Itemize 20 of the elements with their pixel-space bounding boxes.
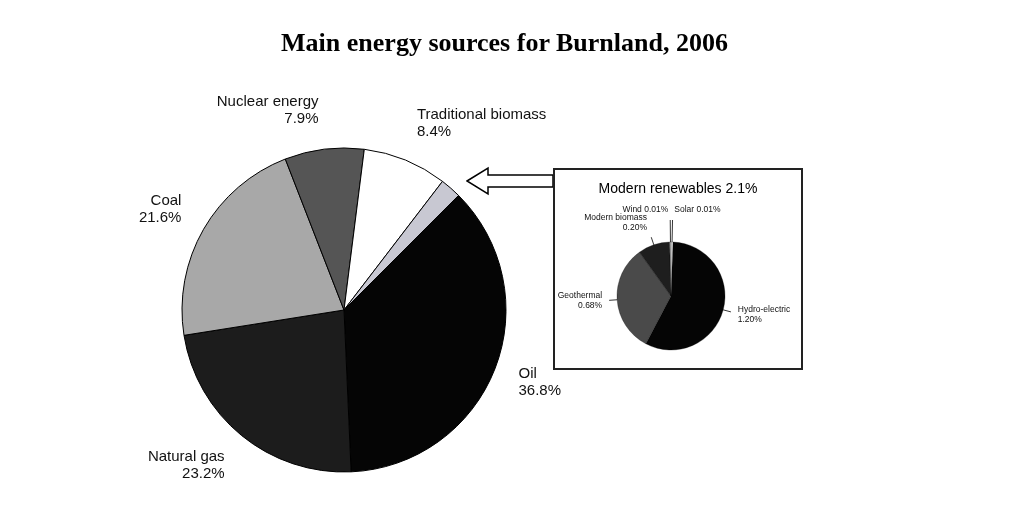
- slice-label: Traditional biomass: [416, 105, 547, 123]
- slice-label: Natural gas: [147, 446, 225, 464]
- slice-label: Geothermal: [557, 289, 603, 300]
- chart-title: Main energy sources for Burnland, 2006: [280, 28, 729, 58]
- slice-label: Nuclear energy: [216, 91, 320, 109]
- data-label: 23.2%: [182, 463, 225, 481]
- data-label: 8.4%: [416, 122, 452, 140]
- data-label: 0.68%: [578, 300, 603, 311]
- slice-label: Oil: [518, 363, 537, 381]
- slice-label: Coal: [150, 190, 182, 208]
- data-label: 7.9%: [284, 108, 319, 126]
- slice-label: Solar 0.01%: [674, 204, 722, 214]
- slice-label: Modern biomass: [584, 211, 647, 222]
- data-label: 1.20%: [737, 314, 763, 325]
- slice-label: Hydro-electric: [737, 303, 791, 314]
- slice-label: Wind 0.01%: [622, 204, 669, 214]
- data-label: 0.20%: [622, 222, 648, 233]
- data-label: 36.8%: [518, 380, 562, 398]
- data-label: 21.6%: [138, 207, 182, 225]
- chart-title: Modern renewables 2.1%: [597, 180, 759, 196]
